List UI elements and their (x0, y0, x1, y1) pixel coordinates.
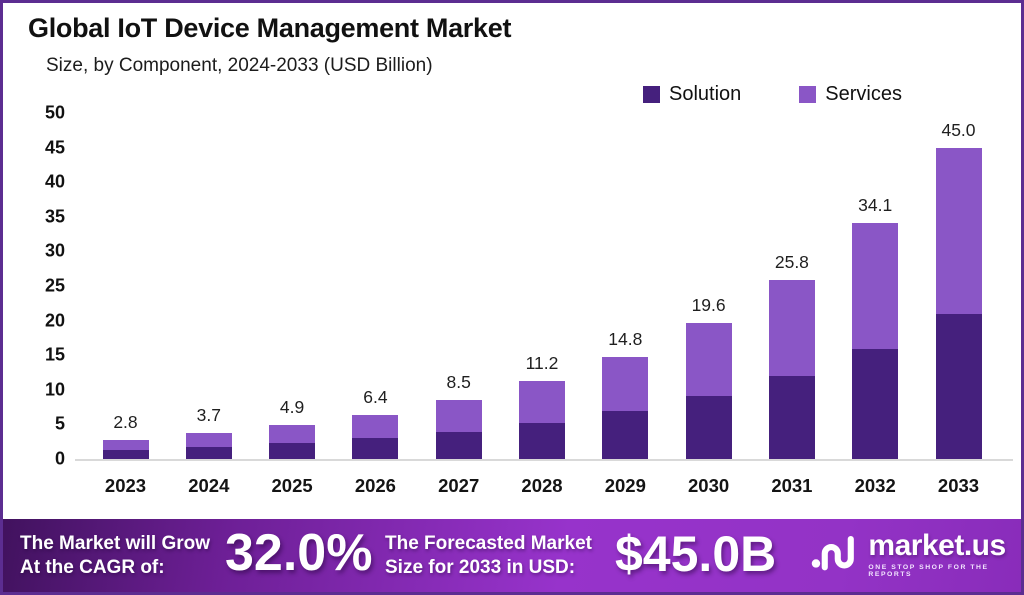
x-axis-label-2024: 2024 (188, 475, 230, 496)
bar-segment-solution-2030 (685, 396, 732, 459)
forecast-value: $45.0B (615, 526, 777, 582)
bar-segment-services-2024 (185, 433, 232, 448)
x-axis-label-2031: 2031 (771, 475, 813, 496)
bar-segment-solution-2024 (185, 447, 232, 459)
bar-segment-solution-2031 (768, 375, 815, 459)
y-axis-tick-20: 20 (44, 310, 65, 331)
bar-group-2030 (685, 323, 732, 459)
forecast-label-line1: The Forecasted Market (385, 533, 592, 554)
legend-item-services: Services (799, 83, 902, 106)
logo-name: market.us (868, 529, 1006, 562)
total-label-2029: 14.8 (608, 328, 643, 349)
y-axis-tick-15: 15 (44, 344, 65, 365)
total-label-2030: 19.6 (691, 295, 726, 316)
logo-text-column: market.us ONE STOP SHOP FOR THE REPORTS (868, 529, 1021, 579)
y-axis-tick-10: 10 (44, 379, 65, 400)
bar-segment-services-2028 (519, 381, 565, 423)
bar-segment-solution-2025 (269, 443, 316, 459)
total-label-2033: 45.0 (941, 119, 976, 140)
x-axis-label-2028: 2028 (521, 475, 563, 496)
bar-segment-solution-2032 (852, 348, 899, 459)
y-axis-tick-35: 35 (44, 206, 65, 227)
bar-segment-services-2033 (935, 147, 982, 314)
x-axis-baseline (75, 459, 1013, 461)
bar-group-2023 (102, 439, 149, 459)
y-axis-tick-50: 50 (44, 102, 65, 123)
bar-segment-services-2029 (602, 356, 649, 412)
bar-group-2025 (269, 425, 316, 459)
bar-segment-solution-2023 (102, 449, 149, 459)
bar-group-2031 (768, 280, 815, 459)
y-axis-tick-0: 0 (54, 448, 65, 469)
x-axis-label-2026: 2026 (354, 475, 396, 496)
page-subtitle: Size, by Component, 2024-2033 (USD Billi… (46, 55, 433, 76)
bar-segment-services-2031 (768, 280, 815, 376)
chart-legend: Solution Services (643, 83, 902, 106)
bar-segment-services-2026 (352, 414, 399, 439)
bar-segment-solution-2026 (352, 438, 399, 459)
bar-group-2032 (852, 223, 899, 459)
forecast-label-line2: Size for 2033 in USD: (385, 557, 576, 578)
x-axis-label-2032: 2032 (854, 475, 896, 496)
cagr-label-line2: At the CAGR of: (20, 557, 165, 578)
y-axis-tick-5: 5 (54, 413, 65, 434)
legend-item-solution: Solution (643, 83, 741, 106)
bar-group-2029 (602, 356, 649, 459)
logo-tagline: ONE STOP SHOP FOR THE REPORTS (868, 564, 989, 578)
summary-banner: The Market will Grow At the CAGR of: 32.… (3, 519, 1021, 592)
bar-segment-services-2030 (685, 323, 732, 397)
x-axis-label-2025: 2025 (271, 475, 313, 496)
x-axis-label-2029: 2029 (604, 475, 646, 496)
total-label-2028: 11.2 (525, 353, 559, 374)
cagr-label: The Market will Grow At the CAGR of: (20, 532, 210, 580)
total-label-2024: 3.7 (196, 405, 221, 426)
bar-segment-solution-2033 (935, 313, 982, 459)
y-axis-tick-25: 25 (44, 275, 65, 296)
cagr-label-line1: The Market will Grow (20, 533, 211, 554)
total-label-2023: 2.8 (113, 411, 138, 432)
bar-segment-services-2027 (435, 400, 482, 432)
bar-segment-solution-2027 (435, 432, 482, 459)
solution-swatch-icon (643, 86, 660, 103)
total-label-2025: 4.9 (279, 397, 305, 418)
x-axis-label-2033: 2033 (937, 475, 980, 496)
legend-label-solution: Solution (669, 83, 742, 105)
bar-segment-services-2025 (269, 425, 316, 444)
x-axis-label-2030: 2030 (688, 475, 730, 496)
forecast-label: The Forecasted Market Size for 2033 in U… (385, 532, 592, 580)
services-swatch-icon (799, 86, 817, 103)
bar-group-2028 (519, 381, 565, 459)
y-axis-tick-40: 40 (44, 171, 65, 192)
y-axis-tick-45: 45 (44, 137, 65, 158)
bar-segment-services-2023 (102, 439, 149, 450)
bar-segment-solution-2028 (519, 423, 565, 459)
x-axis-label-2027: 2027 (438, 475, 480, 496)
legend-label-services: Services (825, 83, 902, 105)
bar-group-2026 (352, 414, 399, 459)
marketus-logo-icon (811, 535, 854, 571)
bar-group-2024 (185, 433, 232, 459)
bar-segment-services-2032 (852, 223, 899, 349)
x-axis-label-2023: 2023 (104, 475, 147, 496)
stacked-bar-chart: 0 5 10 15 20 25 30 35 40 45 50 2.8 2023 3.7 2024 4.9 202… (3, 3, 1021, 523)
bar-group-2027 (435, 400, 482, 459)
bar-segment-solution-2029 (602, 411, 649, 459)
y-axis-tick-30: 30 (44, 240, 65, 261)
cagr-value: 32.0% (225, 524, 373, 582)
total-label-2031: 25.8 (774, 252, 809, 273)
total-label-2027: 8.5 (446, 372, 471, 393)
page-title: Global IoT Device Management Market (28, 13, 512, 43)
bar-group-2033 (935, 147, 982, 459)
total-label-2032: 34.1 (858, 195, 893, 216)
total-label-2026: 6.4 (363, 386, 388, 407)
marketus-logo: market.us ONE STOP SHOP FOR THE REPORTS (811, 531, 1021, 578)
